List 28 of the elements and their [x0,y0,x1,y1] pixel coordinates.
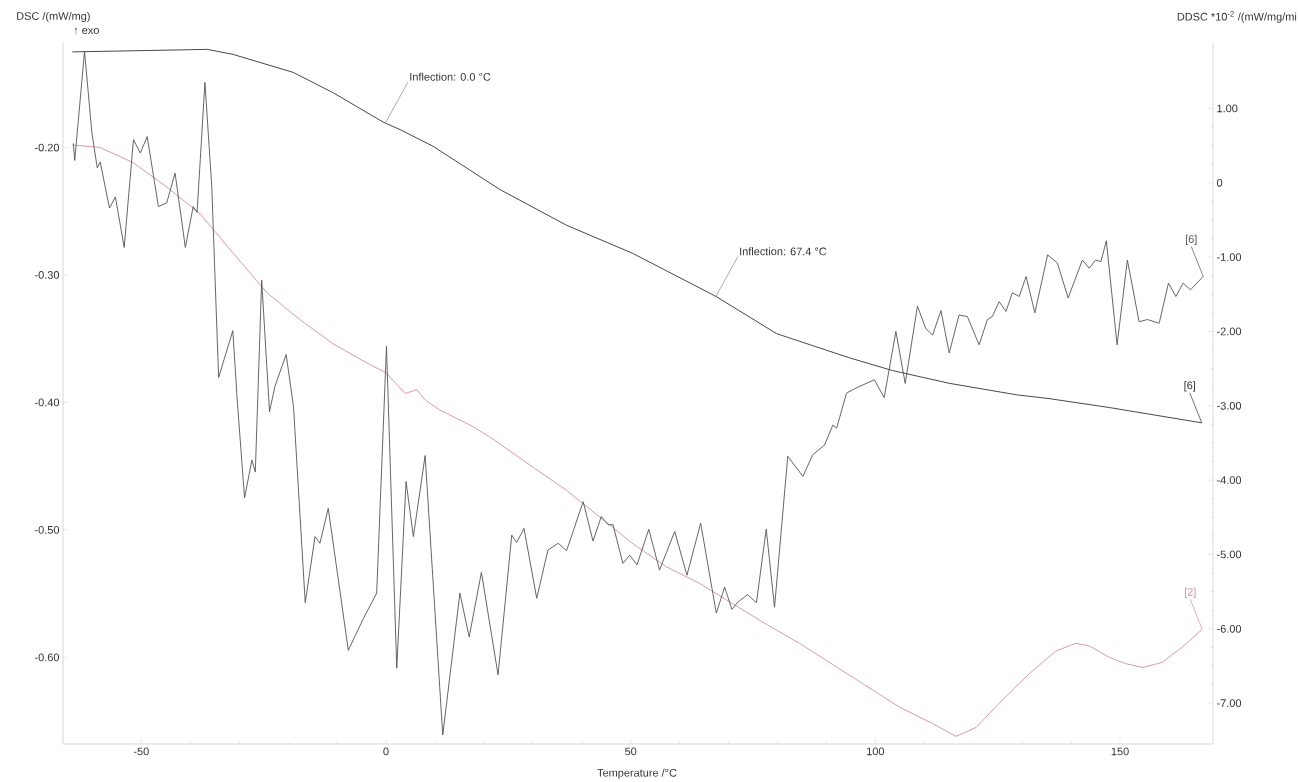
annotation: Inflection: 0.0 °C [410,72,491,81]
y2-tick-label: 1.00 [1217,104,1238,113]
y2-tick-label: -3.00 [1217,401,1242,410]
x-tick-label: -50 [133,747,149,756]
y2-tick-label: -4.00 [1217,476,1242,484]
y2-tick-label: -2.00 [1217,327,1242,336]
y2-tick-label: -5.00 [1217,550,1242,559]
text: [2] [1184,587,1196,598]
y-tick-label: -0.60 [34,653,60,662]
y-tick-label: -0.50 [34,526,60,534]
y-tick-label: -0.30 [34,271,60,279]
text: [6] [1185,234,1197,246]
y2-axis-title: DDSC *10$^{-2}$ /(mW/mg/mi [1177,11,1297,23]
y2-tick-label: -6.00 [1217,624,1242,633]
y2-tick-label: -1.00 [1217,253,1242,261]
text: [6] [1184,381,1196,392]
x-tick-label: 50 [625,747,637,756]
y2-tick-label: 0 [1216,178,1223,187]
x-axis-title: Temperature /°C [597,768,677,779]
x-tick-label: 100 [867,747,885,756]
x-tick-label: 0 [383,747,389,756]
text: ↑ exo [74,27,99,35]
x-tick-label: 150 [1111,747,1129,756]
annotation: Inflection: 67.4 °C [740,247,827,256]
y-axis-title: DSC /(mW/mg) [17,11,90,23]
y-tick-label: -0.20 [34,143,60,152]
y-tick-label: -0.40 [34,398,60,407]
y2-tick-label: -7.00 [1217,699,1242,707]
